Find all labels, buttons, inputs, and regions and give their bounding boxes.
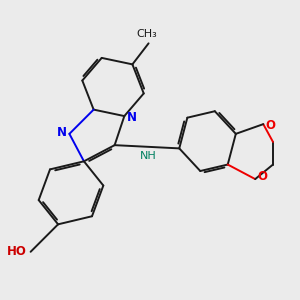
Text: O: O [266,119,275,132]
Text: CH₃: CH₃ [136,28,157,38]
Text: HO: HO [7,245,27,258]
Text: O: O [257,170,267,183]
Text: NH: NH [140,152,157,161]
Text: N: N [127,111,136,124]
Text: N: N [57,126,67,139]
